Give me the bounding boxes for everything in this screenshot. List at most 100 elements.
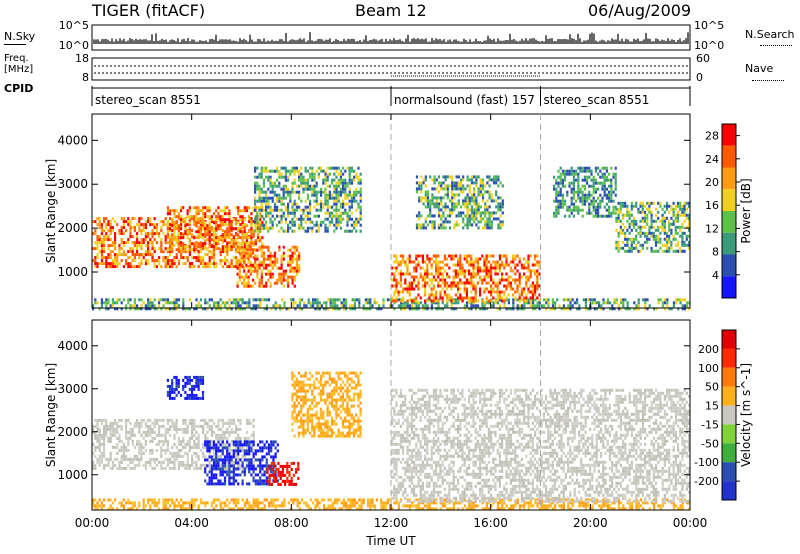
power-cell [531,263,534,267]
power-cell [336,307,339,311]
power-cell [241,236,244,240]
power-cell [260,260,263,264]
power-cell [276,196,279,200]
power-cell [418,217,421,221]
power-cell [335,193,338,197]
power-cell [442,205,445,209]
velocity-cell [140,418,143,422]
power-cell [466,205,469,209]
power-cell [437,190,441,194]
power-cell [481,281,484,285]
velocity-cell [96,445,99,449]
power-cell [304,229,307,233]
power-cell [685,225,688,229]
power-cell [339,178,342,182]
nave-label: Nave [745,62,774,75]
power-cell [472,260,475,264]
velocity-cell [191,463,194,467]
power-cell [442,181,445,185]
velocity-cell [144,430,147,434]
power-cell [468,278,471,282]
power-cell [342,217,345,221]
velocity-cell [177,463,180,467]
velocity-cell [180,448,183,452]
power-cell [210,229,213,233]
power-cell [202,259,205,263]
power-cell [269,269,272,273]
velocity-cell [213,454,216,458]
power-cell [402,307,405,311]
velocity-cell [171,445,174,449]
power-cell [188,250,191,254]
power-cell [250,242,253,246]
power-cell [479,184,482,188]
power-cell [114,232,117,236]
power-cell [679,246,682,250]
power-cell [497,205,500,209]
power-cell [144,307,147,311]
velocity-cell [122,445,125,449]
power-cell [685,213,688,217]
power-cell [461,263,464,267]
power-cell [468,254,471,258]
power-cell [433,175,436,179]
power-cell [439,278,442,282]
power-cell [358,301,361,305]
power-cell [461,266,464,270]
power-cell [621,222,625,226]
power-cell [564,175,567,179]
power-cell [265,208,268,212]
velocity-cell [122,457,125,461]
power-cell [212,239,216,243]
velocity-cell [111,466,114,470]
power-cell [284,220,287,224]
power-cell [536,269,539,273]
power-cell [661,219,664,223]
power-cell [293,202,296,206]
power-cell [487,281,490,285]
power-cell [420,226,423,230]
power-cell [166,227,169,231]
velocity-cell [204,445,207,449]
power-cell [226,259,229,263]
power-cell [523,301,526,305]
power-cell [96,223,99,227]
power-cell [357,217,360,221]
power-cell [258,220,261,224]
power-cell [579,199,582,203]
power-cell [98,226,101,230]
power-cell [439,307,442,311]
power-cell [481,299,484,303]
power-cell [177,227,180,231]
power-cell [191,265,194,269]
power-cell [107,244,110,248]
power-cell [239,223,242,227]
power-cell [466,178,469,182]
power-cell [284,184,287,188]
power-cell [443,263,446,267]
power-cell [204,262,207,266]
velocity-cell [136,418,139,422]
power-cell [355,187,358,191]
power-cell [494,260,497,264]
power-cell [461,281,464,285]
power-cell [490,211,493,215]
velocity-cell [195,466,198,470]
power-cell [250,239,253,243]
power-cell [276,304,279,308]
power-cell [659,201,662,205]
power-cell [323,301,326,305]
power-cell [505,272,508,276]
power-cell [230,301,233,305]
power-cell [457,214,460,218]
power-cell [588,169,591,173]
power-cell [614,175,617,179]
power-cell [454,293,457,297]
power-cell [481,254,484,258]
power-cell [228,304,231,308]
power-cell [302,217,305,221]
power-cell [457,199,460,203]
power-cell [468,301,471,305]
power-cell [612,172,615,176]
